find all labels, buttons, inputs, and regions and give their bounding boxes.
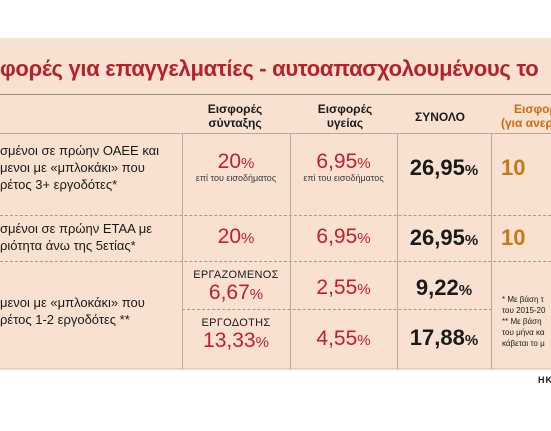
row1-desc-line3: ρέτος 3+ εργοδότες* bbox=[0, 177, 118, 192]
pct-sign: % bbox=[249, 286, 264, 303]
row2-desc-line2: ριότητα άνω της 5ετίας* bbox=[0, 238, 136, 253]
bottom-rule bbox=[0, 368, 551, 369]
row1-health-cell: 6,95% επί του εισοδήματος bbox=[290, 150, 397, 183]
role-employer-label: ΕΡΓΟΔΟΤΗΣ bbox=[201, 317, 271, 329]
row3b-pension-cell: ΕΡΓΟΔΟΤΗΣ 13,33% bbox=[182, 317, 290, 353]
row1-health-note: επί του εισοδήματος bbox=[303, 173, 384, 183]
header-extra-line2: (για ανεργ bbox=[501, 116, 551, 130]
row2-pension-value: 20 bbox=[217, 225, 241, 248]
row3-desc-line2: ρέτος 1-2 εργοδότες ** bbox=[0, 312, 130, 327]
row3b-pension-value: 13,33 bbox=[203, 329, 256, 352]
row1-total-value: 26,95 bbox=[409, 155, 465, 180]
subrow-divider bbox=[182, 309, 492, 310]
pct-sign: % bbox=[357, 230, 371, 247]
col-divider-4 bbox=[491, 133, 492, 370]
header-total: ΣΥΝΟΛΟ bbox=[415, 110, 465, 124]
row2-description: σμένοι σε πρώην ΕΤΑΑ με ριότητα άνω της … bbox=[0, 220, 152, 254]
title-divider bbox=[0, 94, 551, 95]
footnote-line5: κάβεται το μ bbox=[502, 339, 545, 348]
role-employee-label: ΕΡΓΑΖΟΜΕΝΟΣ bbox=[193, 269, 279, 281]
row1-total: 26,95% bbox=[397, 155, 491, 181]
row3b-health: 4,55% bbox=[290, 327, 397, 351]
footnotes: * Με βάση τ του 2015-20 ** Με βάση του μ… bbox=[502, 294, 545, 349]
source-brand: ΗΚ bbox=[538, 375, 551, 385]
row3-desc-line1: μενοι με «μπλοκάκι» που bbox=[0, 295, 145, 310]
header-rule bbox=[0, 133, 551, 134]
footnote-line3: ** Με βάση bbox=[502, 317, 542, 326]
header-extra: Εισφορ (για ανεργ bbox=[501, 102, 551, 130]
pct-sign: % bbox=[241, 230, 255, 247]
pct-sign: % bbox=[464, 332, 479, 349]
infographic-panel: φορές για επαγγελματίες - αυτοαπασχολουμ… bbox=[0, 38, 551, 370]
row1-extra: 10 bbox=[501, 155, 526, 180]
row1-desc-line2: μενοι με «μπλοκάκι» που bbox=[0, 160, 145, 175]
header-extra-line1: Εισφορ bbox=[514, 102, 551, 116]
header-health-line1: Εισφορές bbox=[317, 102, 373, 116]
pct-sign: % bbox=[241, 155, 255, 172]
row2-extra: 10 bbox=[501, 225, 526, 250]
row1-pension-cell: 20% επί του εισοδήματος bbox=[182, 150, 290, 183]
row2-pension: 20% bbox=[182, 225, 290, 249]
header-pension-line2: σύνταξης bbox=[208, 116, 262, 130]
pct-sign: % bbox=[357, 155, 371, 172]
pct-sign: % bbox=[357, 332, 371, 349]
row2-health-value: 6,95 bbox=[316, 225, 358, 248]
header-health-line2: υγείας bbox=[326, 116, 364, 130]
row3a-pension-cell: ΕΡΓΑΖΟΜΕΝΟΣ 6,67% bbox=[182, 269, 290, 305]
row3a-health-value: 2,55 bbox=[316, 276, 358, 299]
row1-health-value: 6,95 bbox=[316, 150, 358, 173]
row3b-total: 17,88% bbox=[397, 325, 491, 351]
row3b-health-value: 4,55 bbox=[316, 327, 358, 350]
row3a-total-value: 9,22 bbox=[415, 275, 459, 300]
row1-desc-line1: σμένοι σε πρώην ΟΑΕΕ και bbox=[0, 143, 160, 158]
row3a-health: 2,55% bbox=[290, 276, 397, 300]
header-health: Εισφορές υγείας bbox=[300, 102, 390, 130]
row1-description: σμένοι σε πρώην ΟΑΕΕ και μενοι με «μπλοκ… bbox=[0, 142, 159, 193]
header-pension-line1: Εισφορές bbox=[207, 102, 263, 116]
pct-sign: % bbox=[458, 282, 473, 299]
row2-total: 26,95% bbox=[397, 225, 491, 251]
header-pension: Εισφορές σύνταξης bbox=[190, 102, 280, 130]
row2-health: 6,95% bbox=[290, 225, 397, 249]
row1-pension-value: 20 bbox=[217, 150, 241, 173]
col-divider-1 bbox=[182, 133, 183, 370]
footnote-line2: του 2015-20 bbox=[502, 306, 546, 315]
pct-sign: % bbox=[464, 162, 479, 179]
col-divider-2 bbox=[290, 133, 291, 370]
infographic-title: φορές για επαγγελματίες - αυτοαπασχολουμ… bbox=[0, 56, 539, 81]
row2-total-value: 26,95 bbox=[409, 225, 465, 250]
row1-pension-note: επί του εισοδήματος bbox=[195, 173, 277, 183]
pct-sign: % bbox=[255, 334, 269, 351]
row2-desc-line1: σμένοι σε πρώην ΕΤΑΑ με bbox=[0, 221, 152, 236]
row-divider-2 bbox=[0, 261, 551, 262]
row3a-total: 9,22% bbox=[397, 275, 491, 301]
pct-sign: % bbox=[357, 281, 371, 298]
row-divider-1 bbox=[0, 215, 551, 216]
row3b-total-value: 17,88 bbox=[409, 325, 465, 350]
row3a-pension-value: 6,67 bbox=[208, 281, 250, 304]
pct-sign: % bbox=[464, 232, 479, 249]
col-divider-3 bbox=[397, 133, 398, 370]
footnote-line4: του μήνα κα bbox=[502, 328, 545, 337]
row3-description: μενοι με «μπλοκάκι» που ρέτος 1-2 εργοδό… bbox=[0, 294, 145, 328]
footnote-line1: * Με βάση τ bbox=[502, 295, 544, 304]
